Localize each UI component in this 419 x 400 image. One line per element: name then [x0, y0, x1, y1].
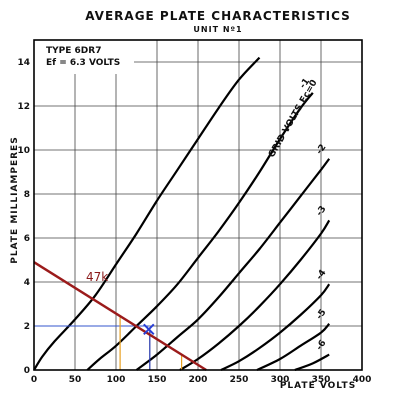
curve-label--2: -2 [315, 143, 329, 157]
x-tick-350: 350 [312, 375, 331, 385]
x-tick-400: 400 [353, 375, 372, 385]
x-tick-50: 50 [69, 375, 82, 385]
x-tick-250: 250 [230, 375, 249, 385]
curve-ec-0 [33, 56, 261, 371]
x-tick-100: 100 [107, 375, 126, 385]
plot-frame [33, 39, 363, 371]
x-tick-300: 300 [271, 375, 290, 385]
x-tick-0: 0 [31, 375, 37, 385]
grid-volts-label: GRID VOLTS Ec=0 [267, 78, 320, 159]
curve-label--4: -4 [315, 268, 329, 282]
curve-label--5: -5 [315, 308, 329, 322]
y-tick-8: 8 [24, 190, 30, 200]
y-tick-labels: 0 2 4 6 8 10 12 14 [17, 58, 30, 376]
tube-type-label: TYPE 6DR7 [46, 46, 101, 56]
curve-ec--1 [86, 92, 314, 371]
curve-ec--2 [135, 158, 331, 371]
x-tick-labels: 0 50 100 150 200 250 300 350 400 [31, 375, 372, 385]
curve-ec--6 [294, 353, 330, 372]
y-tick-2: 2 [24, 322, 30, 332]
type-label-box [34, 38, 134, 74]
curve-ec--4 [220, 283, 331, 371]
curve-label--1: -1 [298, 77, 312, 91]
y-tick-14: 14 [17, 58, 30, 68]
operating-point-marker-b [143, 323, 155, 336]
y-tick-0: 0 [24, 366, 30, 376]
x-axis-label: PLATE VOLTS [280, 381, 356, 391]
load-line-annotation: 47k [33, 261, 207, 372]
y-tick-12: 12 [17, 102, 30, 112]
curve-labels: -1 -2 -3 -4 -5 -6 [298, 77, 328, 353]
load-line [33, 261, 207, 372]
curve-label--3: -3 [315, 204, 329, 218]
y-tick-10: 10 [17, 146, 30, 156]
load-line-label: 47k [86, 270, 108, 284]
y-axis-label: PLATE MILLIAMPERES [10, 136, 20, 263]
heater-voltage-label: Ef = 6.3 VOLTS [46, 58, 120, 68]
y-tick-4: 4 [24, 278, 30, 288]
y-tick-6: 6 [24, 234, 30, 244]
curve-ec--3 [179, 219, 331, 371]
plate-curves [33, 56, 331, 372]
x-tick-150: 150 [148, 375, 167, 385]
x-tick-200: 200 [189, 375, 208, 385]
chart-title: AVERAGE PLATE CHARACTERISTICS [85, 9, 351, 23]
chart-subtitle: UNIT Nº1 [193, 25, 242, 34]
curve-label--6: -6 [315, 338, 329, 352]
curve-ec--5 [256, 323, 331, 371]
